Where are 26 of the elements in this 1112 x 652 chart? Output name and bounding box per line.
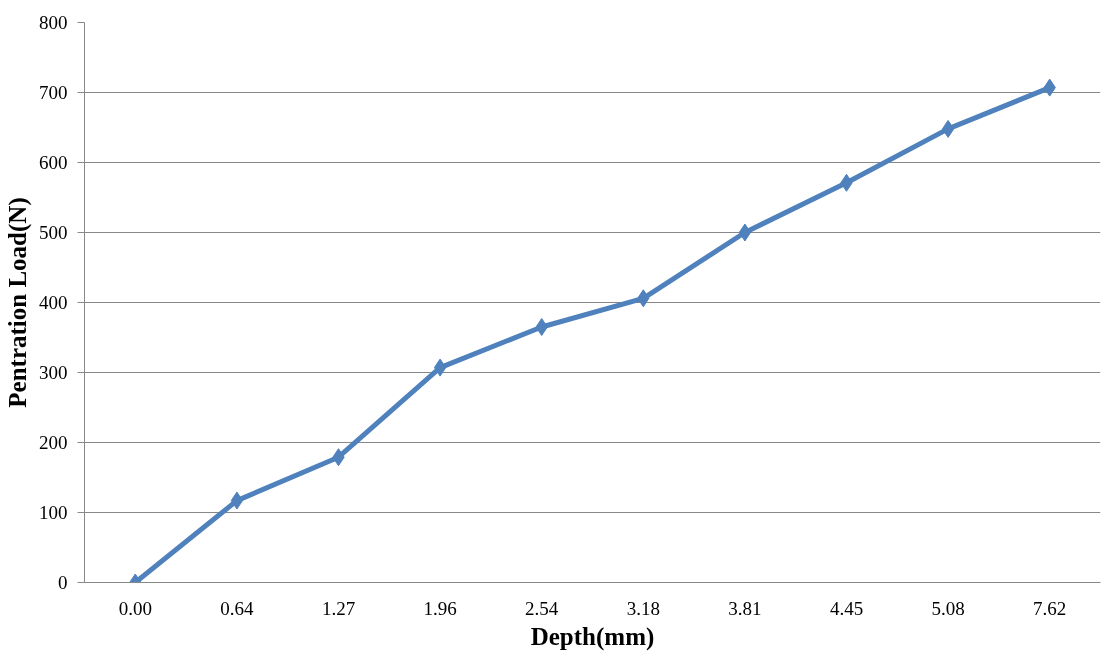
point — [535, 318, 548, 336]
point — [738, 223, 752, 242]
x-tick-label: 1.96 — [423, 597, 457, 619]
y-tick-label: 0 — [58, 572, 68, 593]
point — [941, 119, 955, 138]
y-axis-title: Pentration Load(N) — [4, 197, 32, 408]
x-tick-label: 4.45 — [829, 597, 864, 619]
x-tick-label: 0.00 — [118, 597, 152, 619]
y-tick-label: 200 — [39, 432, 68, 453]
y-tick-label: 300 — [39, 362, 68, 383]
x-tick-label: 3.81 — [728, 597, 762, 619]
x-tick-label: 3.18 — [626, 597, 660, 619]
x-axis-title: Depth(mm) — [530, 622, 655, 651]
y-tick-label: 600 — [39, 152, 68, 173]
point — [433, 358, 447, 377]
x-tick-label: 2.54 — [525, 597, 559, 619]
y-tick-label: 400 — [39, 292, 68, 313]
x-tick-label: 5.08 — [931, 597, 965, 619]
y-tick-label: 800 — [39, 12, 68, 33]
x-tick-label: 7.62 — [1033, 597, 1067, 619]
y-tick-label: 500 — [39, 222, 68, 243]
y-tick-label: 700 — [39, 82, 68, 103]
point — [230, 491, 244, 510]
y-tick-label: 100 — [39, 502, 68, 523]
x-tick-label: 1.27 — [321, 597, 356, 619]
x-tick-label: 0.64 — [220, 597, 255, 619]
